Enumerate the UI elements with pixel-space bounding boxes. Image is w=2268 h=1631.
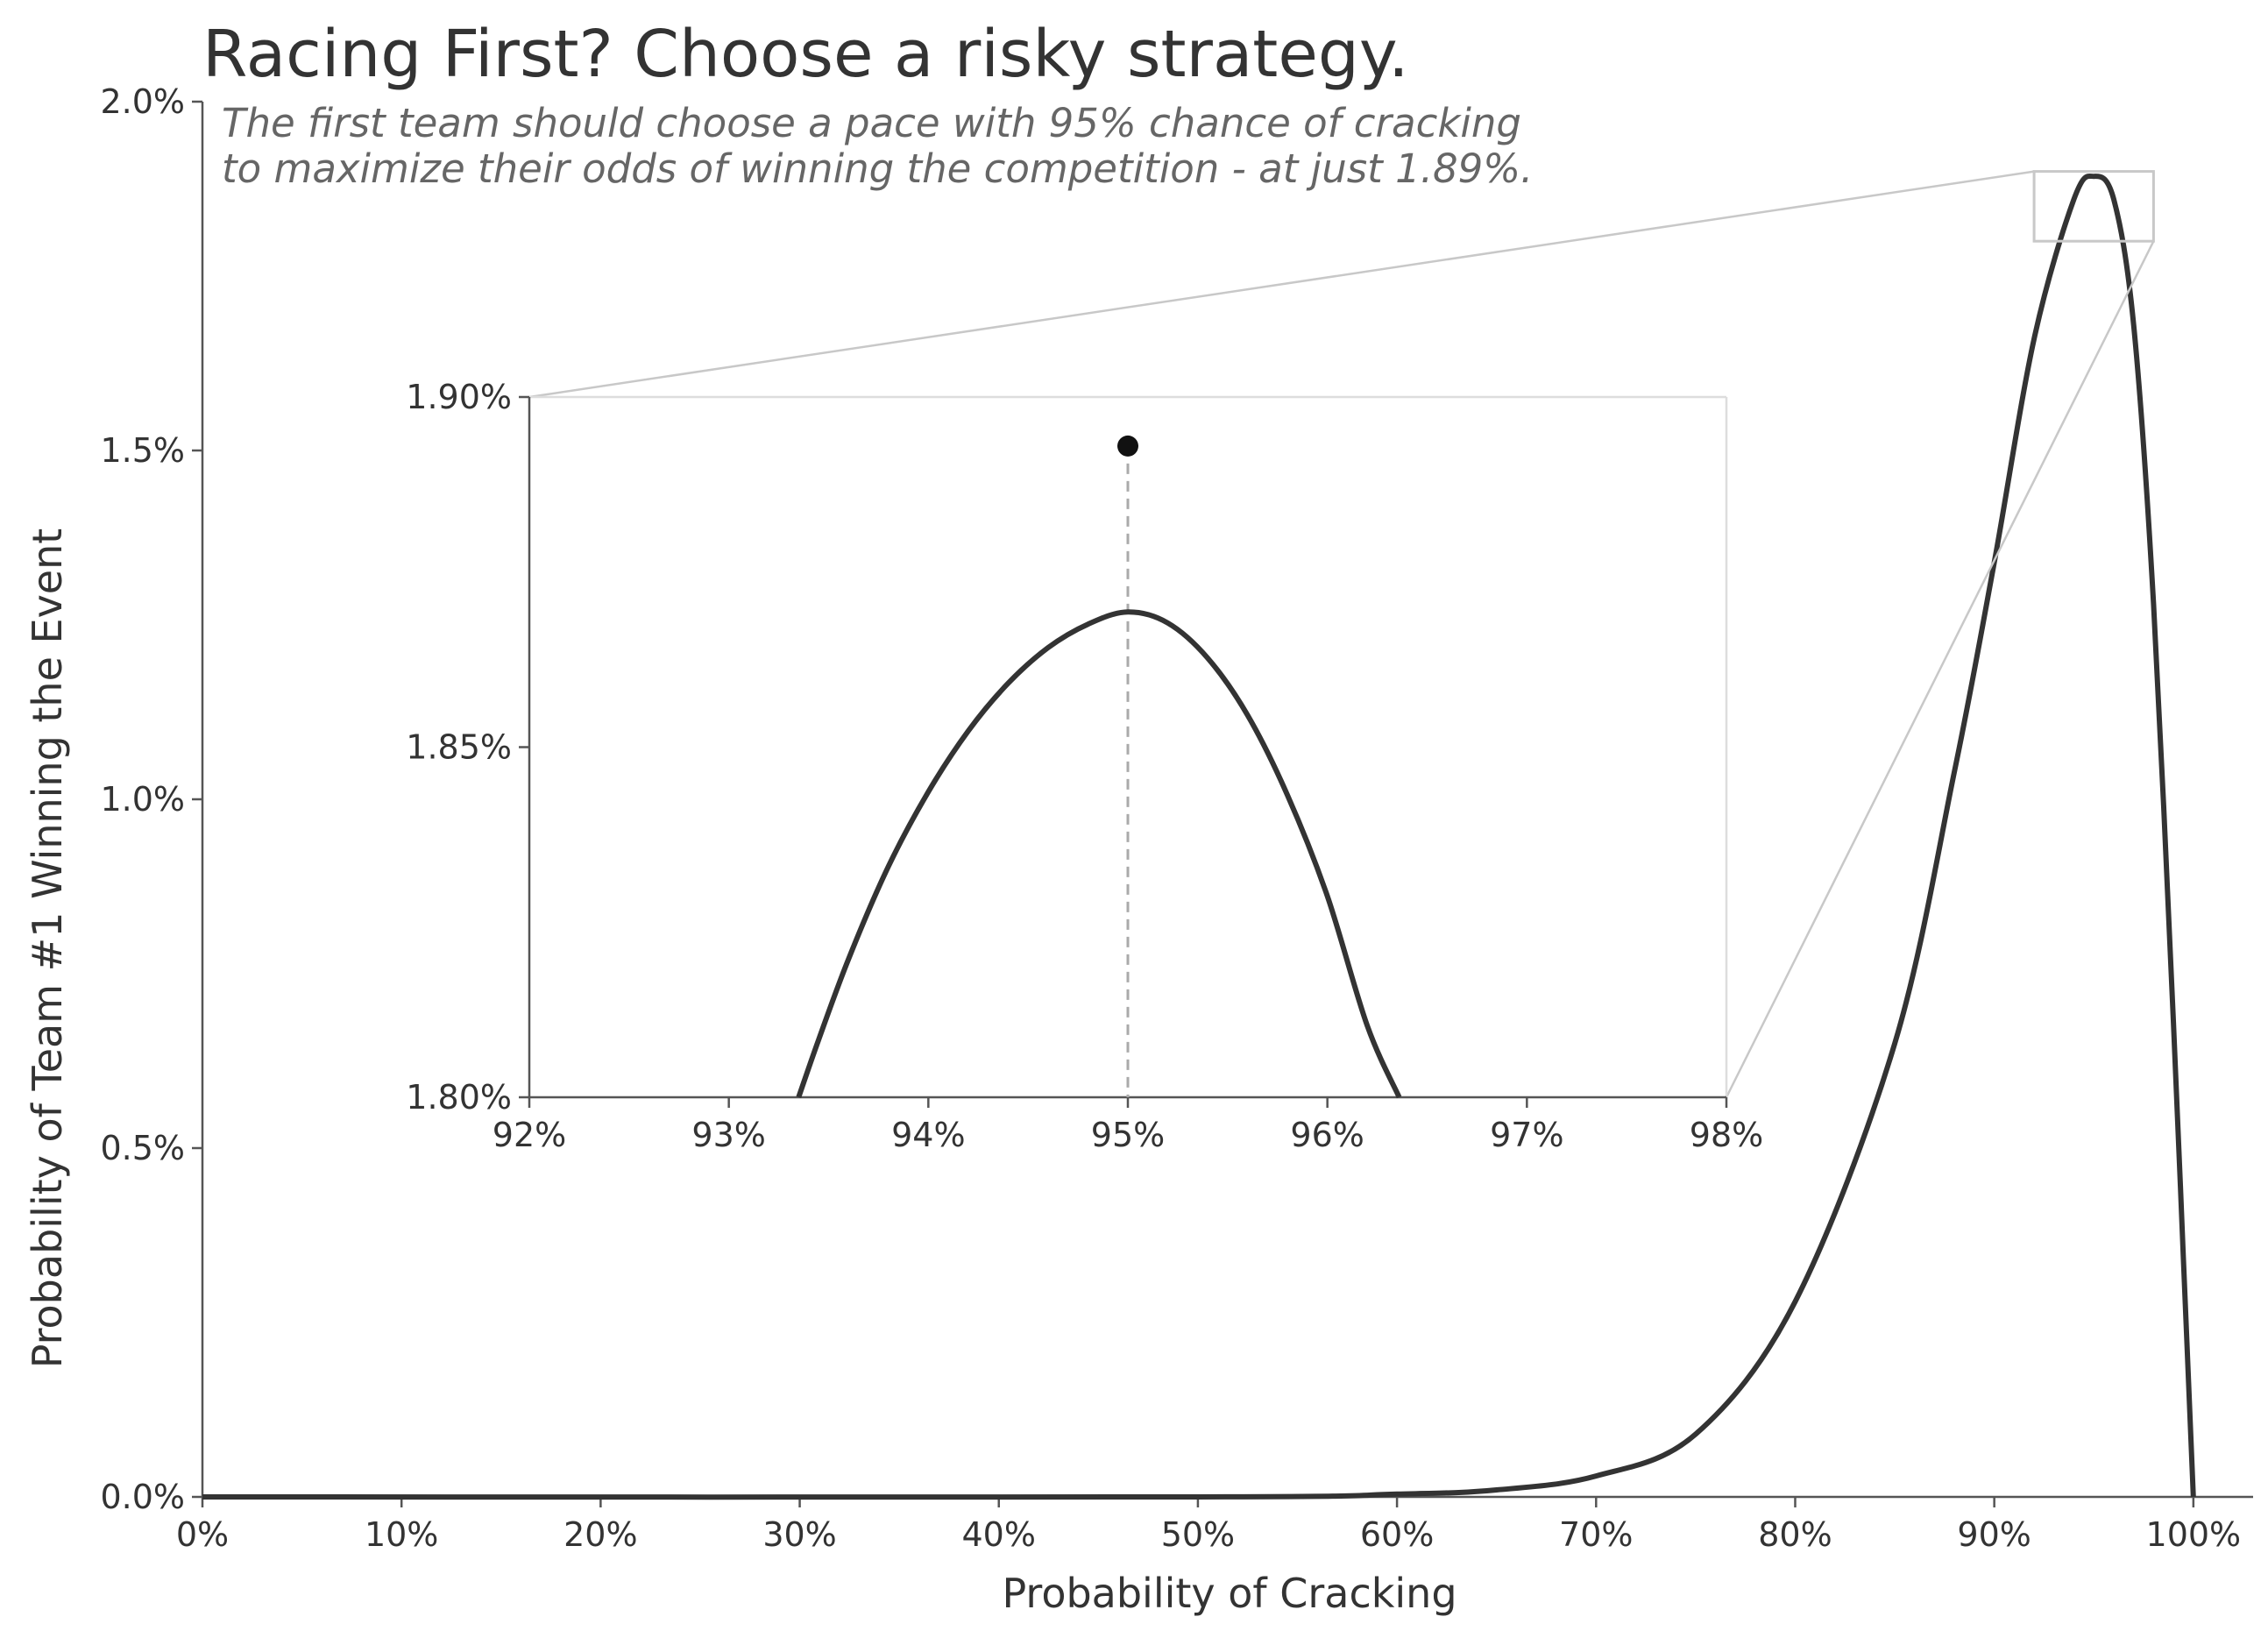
inset-x-tick-label: 98% [1690, 1116, 1763, 1154]
y-tick-label: 1.0% [100, 780, 185, 819]
inset-axes: 92% 93% 94% 95% 96% 97% 98% 1.80% 1.85% 1.90% [406, 378, 1763, 1154]
chart-subtitle-line-1: The first team should choose a pace with… [222, 100, 1521, 146]
x-tick-label: 70% [1559, 1515, 1633, 1554]
chart-subtitle-line-2: to maximize their odds of winning the co… [222, 145, 1533, 192]
inset-x-tick-label: 96% [1290, 1116, 1364, 1154]
x-tick-label: 100% [2146, 1515, 2242, 1554]
x-tick-label: 40% [962, 1515, 1036, 1554]
zoom-connectors [528, 170, 2155, 1098]
x-tick-label: 60% [1360, 1515, 1434, 1554]
inset-x-tick-label: 97% [1490, 1116, 1563, 1154]
zoom-connector-line [528, 170, 2035, 399]
x-tick-label: 50% [1161, 1515, 1235, 1554]
x-tick-label: 30% [762, 1515, 836, 1554]
inset-x-tick-label: 92% [493, 1116, 566, 1154]
x-tick-label: 20% [563, 1515, 637, 1554]
chart-title: Racing First? Choose a risky strategy. [202, 17, 1409, 92]
y-tick-label: 0.5% [100, 1129, 185, 1167]
x-tick-label: 0% [176, 1515, 229, 1554]
zoom-connector-line [1725, 240, 2155, 1098]
y-tick-label: 0.0% [100, 1478, 185, 1516]
win-probability-line [202, 173, 2196, 1500]
y-tick-label: 1.5% [100, 431, 185, 470]
optimum-point [1117, 435, 1138, 457]
inset-y-tick-label: 1.80% [406, 1078, 512, 1117]
inset-y-tick-label: 1.85% [406, 728, 512, 767]
inset-y-tick-label: 1.90% [406, 378, 512, 416]
y-tick-label: 2.0% [100, 82, 185, 121]
inset-win-probability-line [796, 609, 1402, 1099]
main-axes: 0% 10% 20% 30% 40% 50% 60% 70% 80% 90% 100% 0.0% 0.5… [100, 82, 2253, 1554]
x-tick-label: 10% [365, 1515, 438, 1554]
x-axis-label: Probability of Cracking [1002, 1570, 1456, 1617]
zoom-indicator-box [2032, 170, 2155, 243]
inset-x-tick-label: 94% [891, 1116, 965, 1154]
y-axis-label: Probability of Team #1 Winning the Event [24, 528, 71, 1369]
x-tick-label: 80% [1758, 1515, 1832, 1554]
inset-x-tick-label: 93% [691, 1116, 765, 1154]
inset-x-tick-label: 95% [1091, 1116, 1165, 1154]
x-tick-label: 90% [1957, 1515, 2031, 1554]
